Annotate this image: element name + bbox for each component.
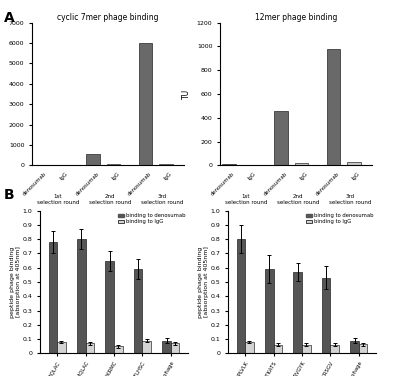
Text: denosumab: denosumab	[210, 171, 236, 197]
Title: cyclic 7mer phage binding: cyclic 7mer phage binding	[57, 13, 159, 22]
Bar	[142, 341, 151, 353]
Bar	[245, 342, 254, 353]
Text: denosumab: denosumab	[22, 171, 48, 197]
Bar	[48, 242, 57, 353]
Text: denosumab: denosumab	[74, 171, 100, 197]
Bar	[106, 261, 114, 353]
Title: 12mer phage binding: 12mer phage binding	[255, 13, 337, 22]
Text: 2nd
selection round: 2nd selection round	[277, 194, 320, 205]
Bar	[294, 272, 302, 353]
Bar	[295, 163, 308, 165]
Text: A: A	[4, 11, 15, 25]
Bar	[274, 345, 282, 353]
Text: IgG: IgG	[163, 171, 173, 181]
Text: 1st
selection round: 1st selection round	[37, 194, 79, 205]
Text: 3rd
selection round: 3rd selection round	[329, 194, 372, 205]
Text: IgG: IgG	[58, 171, 68, 181]
Text: IgG: IgG	[111, 171, 120, 181]
Bar	[222, 164, 236, 165]
Bar	[265, 269, 274, 353]
Bar	[162, 341, 171, 353]
Bar	[159, 164, 173, 165]
Text: 1st
selection round: 1st selection round	[225, 194, 267, 205]
Bar	[86, 343, 94, 353]
Bar	[57, 342, 66, 353]
Bar	[327, 49, 340, 165]
Bar	[114, 346, 122, 353]
Bar	[139, 43, 152, 165]
Text: IgG: IgG	[299, 171, 308, 181]
Legend: binding to denosumab, binding to IgG: binding to denosumab, binding to IgG	[306, 213, 373, 224]
Y-axis label: peptide phage binding
[absorption at 405nm]: peptide phage binding [absorption at 405…	[198, 246, 209, 318]
Text: B: B	[4, 188, 15, 202]
Bar	[171, 343, 180, 353]
Text: denosumab: denosumab	[127, 171, 152, 197]
Bar	[107, 164, 120, 165]
Bar	[77, 239, 86, 353]
Bar	[236, 239, 245, 353]
Bar	[322, 278, 330, 353]
Text: denosumab: denosumab	[315, 171, 340, 197]
Bar	[86, 154, 100, 165]
Y-axis label: peptide phage binding
[absorption at 405nm]: peptide phage binding [absorption at 405…	[10, 246, 21, 318]
Legend: binding to denosumab, binding to IgG: binding to denosumab, binding to IgG	[118, 213, 185, 224]
Text: denosumab: denosumab	[262, 171, 288, 197]
Y-axis label: TU: TU	[0, 89, 3, 99]
Bar	[134, 269, 142, 353]
Bar	[359, 344, 368, 353]
Text: IgG: IgG	[351, 171, 361, 181]
Bar	[274, 111, 288, 165]
Text: IgG: IgG	[246, 171, 256, 181]
Y-axis label: TU: TU	[182, 89, 191, 99]
Text: 2nd
selection round: 2nd selection round	[89, 194, 132, 205]
Bar	[350, 341, 359, 353]
Bar	[347, 162, 361, 165]
Bar	[302, 345, 310, 353]
Bar	[330, 345, 339, 353]
Text: 3rd
selection round: 3rd selection round	[141, 194, 184, 205]
